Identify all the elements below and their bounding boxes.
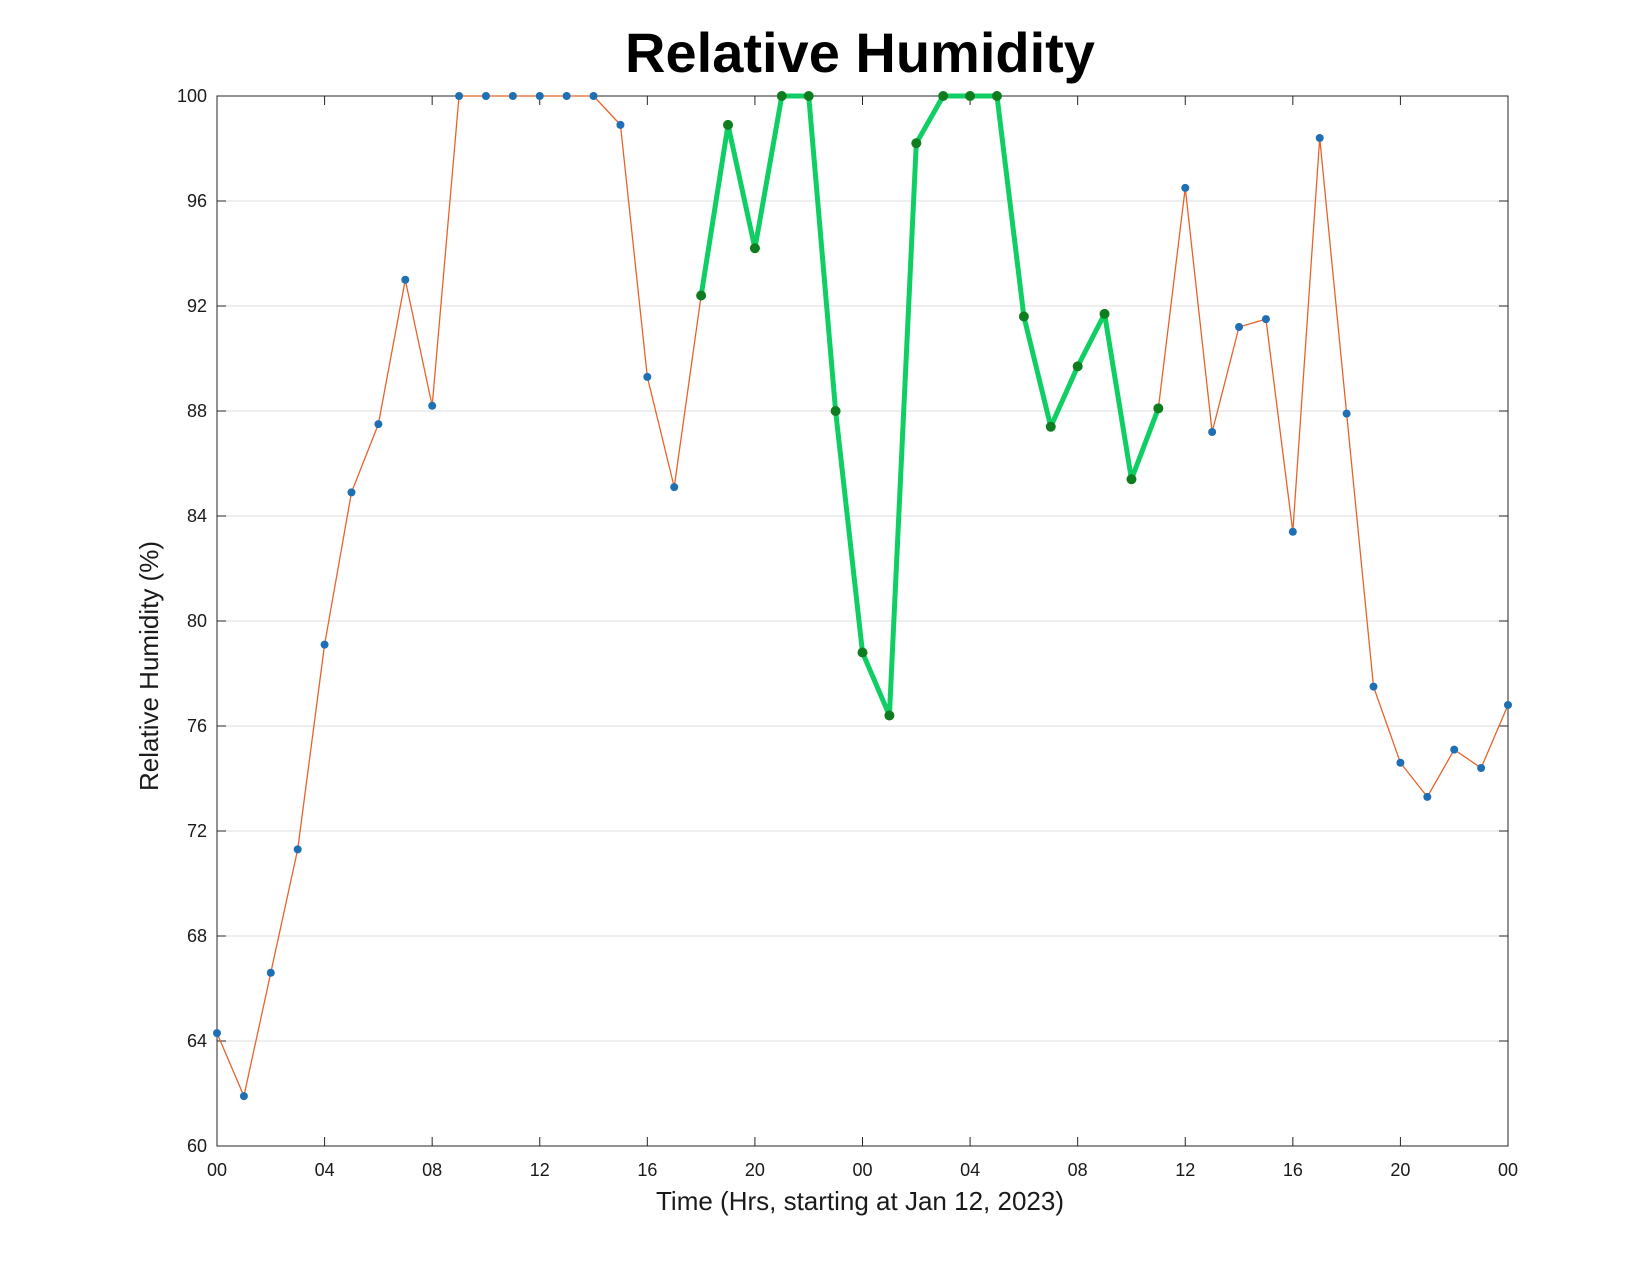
- data-point: [1261, 315, 1270, 324]
- data-point: [1126, 474, 1137, 485]
- x-tick-label: 12: [530, 1160, 550, 1180]
- series-lines: [216, 93, 1509, 1097]
- data-point: [643, 372, 652, 381]
- data-point: [1504, 701, 1512, 709]
- grid-lines: [217, 200, 1508, 1042]
- x-tick-label: 00: [1498, 1160, 1518, 1180]
- y-axis-label: Relative Humidity (%): [134, 541, 164, 791]
- y-tick-label: 88: [187, 401, 207, 421]
- data-point: [320, 640, 329, 649]
- chart-title: Relative Humidity: [625, 21, 1095, 84]
- data-point: [803, 91, 814, 101]
- x-tick-label: 16: [1283, 1160, 1303, 1180]
- data-point: [884, 710, 895, 721]
- data-point: [1396, 758, 1405, 767]
- data-point: [1315, 134, 1324, 142]
- data-point: [1477, 764, 1486, 772]
- data-point: [1208, 428, 1217, 436]
- x-tick-label: 12: [1175, 1160, 1195, 1180]
- data-point: [723, 119, 734, 130]
- data-point: [749, 243, 760, 254]
- x-tick-label: 04: [315, 1160, 335, 1180]
- data-point: [589, 92, 598, 100]
- data-point: [562, 92, 571, 100]
- data-point: [455, 92, 464, 100]
- y-tick-label: 68: [187, 926, 207, 946]
- data-point: [616, 120, 625, 129]
- y-tick-label: 76: [187, 716, 207, 736]
- data-point: [696, 290, 707, 301]
- data-point: [1153, 403, 1164, 414]
- data-point: [857, 647, 868, 658]
- data-point: [776, 91, 787, 101]
- x-tick-label: 20: [1390, 1160, 1410, 1180]
- y-tick-label: 80: [187, 611, 207, 631]
- y-tick-label: 92: [187, 296, 207, 316]
- data-point: [670, 483, 679, 492]
- y-tick-label: 60: [187, 1136, 207, 1156]
- data-point: [965, 91, 976, 101]
- data-point: [1045, 421, 1056, 432]
- data-point: [991, 91, 1002, 101]
- data-point: [1072, 361, 1083, 372]
- data-point: [1423, 792, 1432, 801]
- x-axis-label: Time (Hrs, starting at Jan 12, 2023): [656, 1186, 1064, 1216]
- data-point: [481, 92, 490, 100]
- y-tick-label: 100: [177, 86, 207, 106]
- data-point: [938, 91, 949, 101]
- x-tick-label: 08: [1068, 1160, 1088, 1180]
- data-point: [347, 488, 356, 497]
- data-point: [266, 968, 275, 977]
- data-point: [213, 1029, 221, 1038]
- axis-ticks: 60 64 68 72 76 80 84 88 92 96 100 00 04 08 12 16 20 00 04 0…: [177, 86, 1518, 1180]
- data-point: [1288, 527, 1297, 536]
- x-tick-label: 00: [207, 1160, 227, 1180]
- data-point: [401, 275, 410, 284]
- data-point: [508, 92, 517, 100]
- y-tick-label: 72: [187, 821, 207, 841]
- x-tick-label: 20: [745, 1160, 765, 1180]
- data-point: [1099, 308, 1110, 319]
- data-point: [374, 420, 383, 429]
- data-point: [1181, 183, 1190, 192]
- series-markers: [213, 91, 1512, 1101]
- data-point: [1342, 409, 1351, 418]
- y-tick-label: 84: [187, 506, 207, 526]
- x-tick-label: 08: [422, 1160, 442, 1180]
- data-point: [428, 401, 437, 410]
- data-point: [535, 92, 544, 100]
- y-tick-label: 96: [187, 191, 207, 211]
- data-point: [1235, 323, 1244, 331]
- data-point: [239, 1092, 248, 1101]
- x-tick-label: 00: [852, 1160, 872, 1180]
- x-tick-label: 04: [960, 1160, 980, 1180]
- data-point: [1450, 745, 1459, 754]
- series-line: [698, 93, 1161, 718]
- data-point: [911, 138, 922, 149]
- x-tick-label: 16: [637, 1160, 657, 1180]
- data-point: [1369, 682, 1378, 691]
- series-line: [216, 95, 1509, 1097]
- data-point: [293, 845, 302, 854]
- data-point: [1018, 311, 1029, 322]
- data-point: [830, 406, 841, 416]
- y-tick-label: 64: [187, 1031, 207, 1051]
